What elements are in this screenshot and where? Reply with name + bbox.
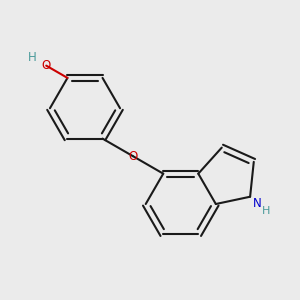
Text: O: O (128, 150, 137, 163)
Text: H: H (28, 51, 37, 64)
Text: N: N (253, 197, 262, 210)
Text: O: O (42, 59, 51, 72)
Text: H: H (262, 206, 270, 216)
